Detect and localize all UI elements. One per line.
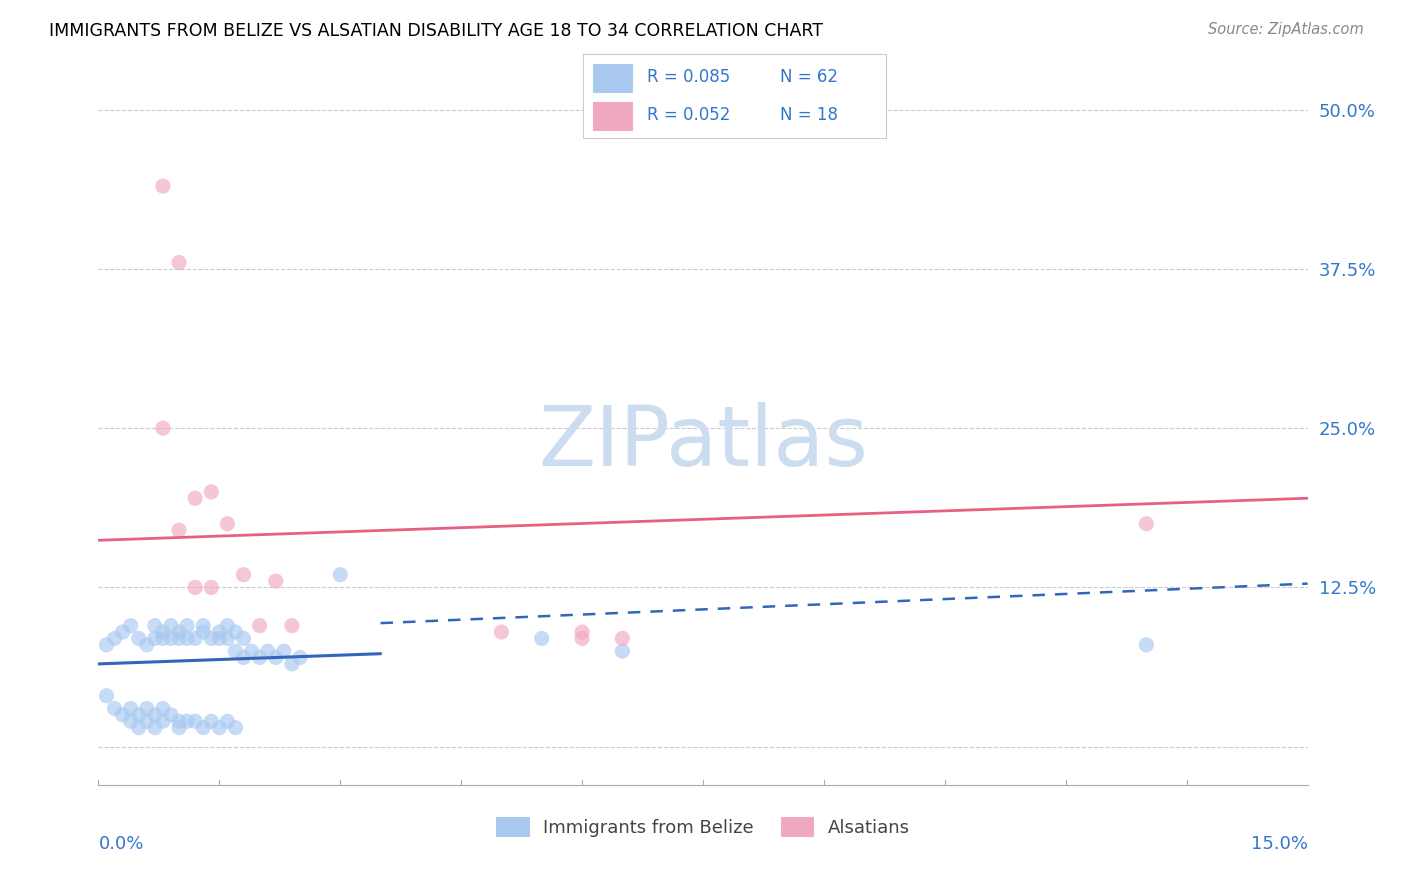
Point [167,625,190,640]
Point [208,625,231,640]
Point [193,625,215,640]
Point [128,721,150,735]
Point [135,701,157,715]
Point [160,632,183,646]
Text: N = 62: N = 62 [780,69,838,87]
Point [200,581,222,595]
Point [571,625,593,640]
Point [249,650,271,665]
Point [232,650,254,665]
Text: IMMIGRANTS FROM BELIZE VS ALSATIAN DISABILITY AGE 18 TO 34 CORRELATION CHART: IMMIGRANTS FROM BELIZE VS ALSATIAN DISAB… [49,22,823,40]
Point [143,721,166,735]
Point [120,714,142,729]
Point [1135,638,1157,652]
Point [200,632,222,646]
Legend: Immigrants from Belize, Alsatians: Immigrants from Belize, Alsatians [489,810,917,844]
Point [167,632,190,646]
Point [612,644,634,658]
Point [281,657,304,671]
Point [273,644,295,658]
Point [491,625,513,640]
Text: 0.0%: 0.0% [98,835,143,853]
Point [329,567,352,582]
Point [143,707,166,722]
Point [167,714,190,729]
Text: R = 0.052: R = 0.052 [647,106,730,124]
Point [1135,516,1157,531]
Point [120,701,142,715]
Point [232,567,254,582]
Point [224,721,246,735]
Point [224,644,246,658]
Point [217,632,239,646]
Point [217,618,239,632]
Point [249,618,271,632]
Point [224,625,246,640]
Point [256,644,278,658]
Text: N = 18: N = 18 [780,106,838,124]
Text: 15.0%: 15.0% [1250,835,1308,853]
Text: ZIPatlas: ZIPatlas [538,402,868,483]
Point [167,721,190,735]
Point [167,523,190,537]
Point [103,632,125,646]
Point [96,638,118,652]
Point [152,714,174,729]
Point [111,707,134,722]
Point [264,574,287,588]
FancyBboxPatch shape [592,102,631,130]
Point [160,707,183,722]
Point [288,650,311,665]
Text: Source: ZipAtlas.com: Source: ZipAtlas.com [1208,22,1364,37]
Point [176,714,198,729]
Point [264,650,287,665]
Point [193,721,215,735]
Point [160,618,183,632]
Point [232,632,254,646]
Point [200,714,222,729]
Point [135,714,157,729]
Point [152,421,174,435]
Point [217,714,239,729]
Point [111,625,134,640]
Point [184,714,207,729]
Point [96,689,118,703]
Point [530,632,553,646]
Point [152,632,174,646]
Point [152,625,174,640]
Point [135,638,157,652]
Point [208,632,231,646]
Point [103,701,125,715]
Point [167,255,190,269]
Point [143,632,166,646]
Point [208,721,231,735]
Point [152,701,174,715]
Point [281,618,304,632]
Point [184,632,207,646]
Point [143,618,166,632]
Point [176,618,198,632]
Point [176,632,198,646]
Point [152,179,174,194]
FancyBboxPatch shape [592,63,631,92]
Point [128,707,150,722]
Point [193,618,215,632]
Point [612,632,634,646]
Point [184,491,207,506]
Point [120,618,142,632]
Point [184,581,207,595]
Point [240,644,263,658]
Point [217,516,239,531]
Text: R = 0.085: R = 0.085 [647,69,730,87]
Point [571,632,593,646]
Point [128,632,150,646]
Point [200,484,222,499]
